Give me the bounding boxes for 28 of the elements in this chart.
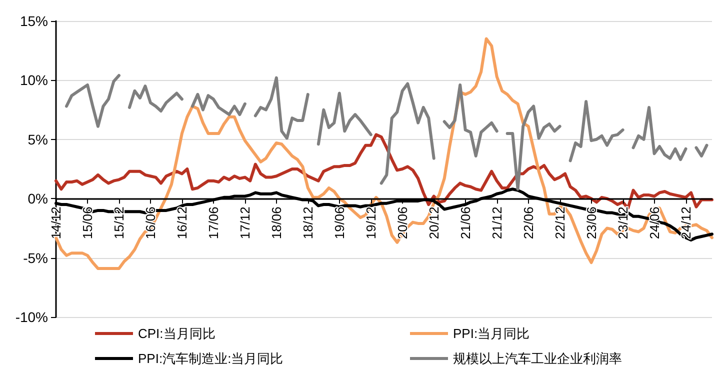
x-tick-label: 18/06 — [268, 206, 284, 240]
x-tick-label: 22/12 — [552, 206, 568, 240]
x-tick-label: 21/06 — [458, 206, 473, 240]
legend-label: PPI:汽车制造业:当月同比 — [138, 351, 284, 366]
y-tick-label: -10% — [15, 309, 48, 325]
x-tick-label: 15/06 — [80, 206, 95, 240]
x-tick-label: 17/12 — [237, 206, 252, 240]
x-tick-label: 16/12 — [174, 206, 190, 240]
x-tick-label: 23/06 — [584, 206, 599, 240]
x-tick-label: 20/12 — [426, 206, 442, 240]
x-tick-label: 23/12 — [615, 206, 630, 240]
legend-label: PPI:当月同比 — [453, 326, 530, 341]
x-tick-label: 24/12 — [678, 206, 694, 240]
y-tick-label: 0% — [28, 190, 48, 207]
x-tick-label: 17/06 — [206, 206, 221, 240]
x-tick-label: 22/06 — [520, 206, 536, 240]
x-tick-label: 18/12 — [300, 206, 316, 240]
y-tick-label: 5% — [28, 131, 48, 148]
legend-label: CPI:当月同比 — [138, 326, 216, 341]
x-tick-label: 21/12 — [489, 206, 504, 240]
y-tick-label: 10% — [20, 72, 48, 88]
x-tick-label: 19/12 — [363, 206, 378, 240]
legend-label: 规模以上汽车工业企业利润率 — [453, 351, 622, 366]
x-tick-label: 14/12 — [48, 206, 64, 240]
y-tick-label: -5% — [23, 250, 48, 266]
y-tick-label: 15% — [20, 13, 48, 29]
x-tick-label: 19/06 — [332, 206, 347, 240]
x-tick-label: 20/06 — [394, 206, 410, 240]
